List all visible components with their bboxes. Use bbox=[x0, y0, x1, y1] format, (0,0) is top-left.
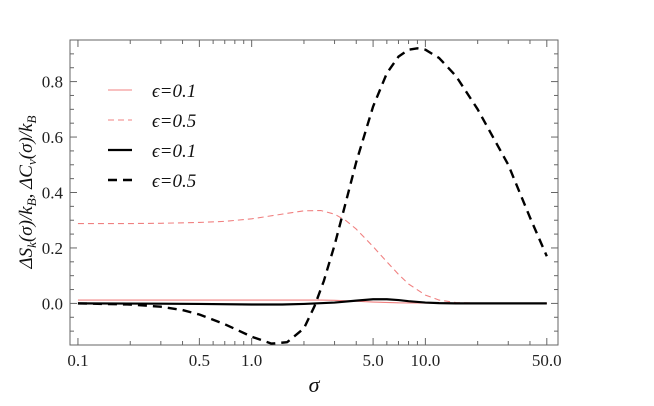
y-tick-label: 0.8 bbox=[42, 73, 63, 92]
plot-frame bbox=[69, 39, 559, 346]
legend-label-2: ϵ=0.5 bbox=[152, 111, 196, 132]
x-tick-label: 50.0 bbox=[532, 351, 562, 370]
x-tick-label: 5.0 bbox=[362, 351, 383, 370]
y-axis-title: ΔSk(σ)/kB, ΔCv(σ)/kB bbox=[16, 115, 39, 269]
x-axis-title: σ bbox=[309, 372, 321, 397]
series-line-2 bbox=[77, 209, 547, 304]
y-title-part-d: (σ)/k bbox=[16, 123, 37, 159]
y-tick-label: 0.4 bbox=[42, 184, 64, 203]
x-tick-label: 10.0 bbox=[411, 351, 441, 370]
y-title-sub-d: B bbox=[24, 115, 39, 123]
legend-label-4: ϵ=0.5 bbox=[152, 171, 196, 192]
series-line-3 bbox=[77, 298, 547, 306]
x-tick-label: 1.0 bbox=[241, 351, 262, 370]
x-tick-label: 0.1 bbox=[67, 351, 88, 370]
y-tick-label: 0.6 bbox=[42, 128, 63, 147]
series-layer bbox=[77, 47, 548, 345]
y-tick-label: 0.0 bbox=[42, 294, 63, 313]
y-title-sub-a: k bbox=[24, 242, 39, 248]
legend-label-1: ϵ=0.1 bbox=[152, 81, 196, 102]
y-title-part-b: (σ)/k bbox=[16, 206, 37, 242]
y-tick-label: 0.2 bbox=[42, 239, 63, 258]
legend-label-3: ϵ=0.1 bbox=[152, 141, 196, 162]
x-tick-label: 0.5 bbox=[189, 351, 210, 370]
y-title-sub-b: B bbox=[24, 198, 39, 206]
y-title-sub-c: v bbox=[24, 159, 39, 165]
legend: ϵ=0.1 ϵ=0.5 ϵ=0.1 ϵ=0.5 bbox=[108, 81, 196, 192]
y-title-sep: , bbox=[16, 189, 37, 199]
y-title-part-c: ΔC bbox=[16, 165, 37, 190]
series-line-4 bbox=[77, 47, 548, 345]
y-axis: 0.0 0.2 0.4 0.6 0.8 bbox=[42, 53, 558, 346]
y-title-part-a: ΔS bbox=[16, 247, 37, 269]
x-axis: 0.1 0.5 1.0 5.0 10.0 50.0 bbox=[67, 40, 562, 370]
